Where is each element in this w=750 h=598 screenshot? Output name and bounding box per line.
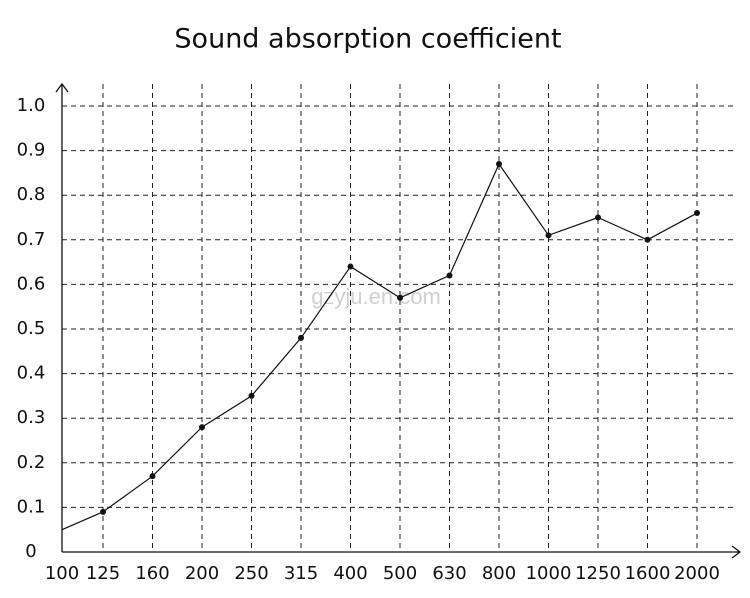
y-tick-label: 0 xyxy=(25,541,36,562)
data-point xyxy=(694,210,700,217)
y-tick-label: 0.2 xyxy=(17,452,46,473)
data-point xyxy=(149,473,156,480)
x-tick-label: 1000 xyxy=(526,563,572,584)
y-tick-label: 0.9 xyxy=(17,140,46,161)
x-tick-label: 250 xyxy=(234,563,268,584)
x-axis xyxy=(62,545,742,559)
y-tick-label: 1.0 xyxy=(17,95,46,116)
x-tick-label: 400 xyxy=(333,563,367,584)
data-point xyxy=(595,214,601,221)
x-tick-label: 125 xyxy=(86,563,120,584)
data-point xyxy=(248,392,255,399)
data-point xyxy=(446,272,453,279)
chart-title: Sound absorption coefficient xyxy=(174,24,561,55)
y-tick-label: 0.7 xyxy=(17,229,46,250)
data-point xyxy=(298,334,304,341)
x-tick-label: 800 xyxy=(482,563,516,584)
data-point xyxy=(496,160,502,167)
y-tick-label: 0.3 xyxy=(17,407,46,428)
data-point xyxy=(347,263,354,270)
x-tick-label: 1600 xyxy=(625,563,671,584)
y-tick-label: 0.8 xyxy=(17,184,46,205)
x-tick-label: 160 xyxy=(135,563,169,584)
data-point xyxy=(644,236,651,243)
data-point xyxy=(100,508,106,515)
y-tick-label: 0.5 xyxy=(17,318,46,339)
data-line xyxy=(61,162,698,531)
data-point xyxy=(545,232,552,239)
y-tick-label: 0.4 xyxy=(17,363,46,384)
x-tick-label: 630 xyxy=(432,563,466,584)
x-tick-label: 2000 xyxy=(674,563,720,584)
x-tick-label: 100 xyxy=(45,563,79,584)
y-axis xyxy=(55,82,69,552)
data-point xyxy=(199,424,205,431)
y-tick-label: 0.6 xyxy=(17,273,46,294)
x-tick-label: 200 xyxy=(185,563,219,584)
y-tick-label: 0.1 xyxy=(17,496,46,517)
watermark: gzyju.en.com xyxy=(311,284,441,309)
x-tick-label: 315 xyxy=(284,563,318,584)
x-tick-label: 1250 xyxy=(575,563,621,584)
grid xyxy=(62,84,735,552)
x-tick-label: 500 xyxy=(383,563,417,584)
data-point xyxy=(397,294,403,301)
